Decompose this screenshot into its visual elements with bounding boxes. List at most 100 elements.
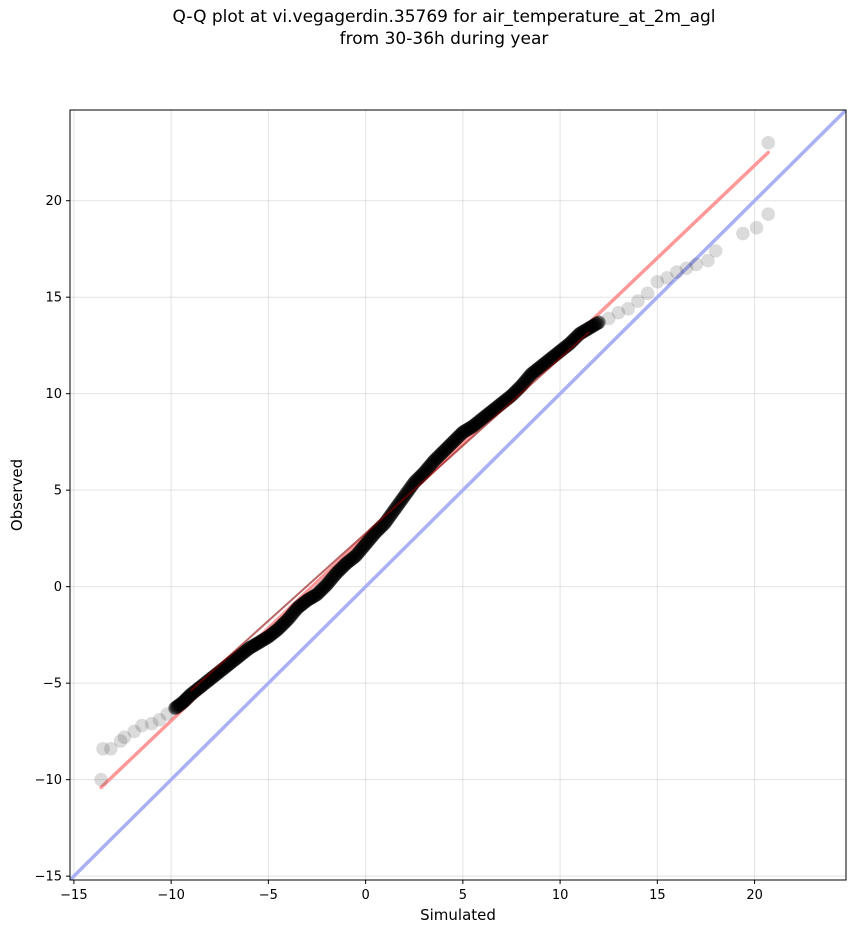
quantile-point	[396, 490, 411, 505]
quantile-point	[271, 622, 285, 636]
quantile-point	[228, 652, 243, 666]
quantile-point	[415, 467, 430, 481]
quantile-point	[305, 590, 319, 605]
quantile-point	[584, 319, 599, 334]
quantile-point	[453, 427, 468, 442]
quantile-point	[528, 363, 543, 378]
quantile-point	[176, 695, 190, 710]
quantile-point	[587, 318, 601, 332]
quantile-point	[343, 553, 357, 568]
quantile-point	[168, 701, 182, 716]
quantile-point	[180, 690, 195, 705]
quantile-point	[701, 253, 715, 268]
quantile-point	[239, 643, 254, 658]
quantile-point	[312, 585, 327, 599]
x-tick-label: −15	[60, 888, 87, 903]
quantile-point	[281, 612, 295, 627]
quantile-point	[325, 570, 340, 585]
quantile-point	[520, 371, 535, 386]
quantile-point	[761, 136, 776, 150]
quantile-point	[236, 646, 250, 661]
y-tick-label: −15	[35, 870, 62, 885]
quantile-point	[313, 583, 328, 598]
fit-overlay	[189, 331, 590, 692]
axis-ticks: −15 −10 −5 0 5 10 15 20 −15 −10 −5 0 5 10 15 20	[35, 194, 763, 903]
y-tick-label: 10	[45, 387, 62, 402]
quantile-point	[360, 535, 374, 550]
quantile-point	[233, 648, 248, 662]
quantile-point	[588, 317, 603, 332]
quantile-point	[251, 635, 266, 650]
quantile-point	[135, 718, 149, 733]
quantile-point	[679, 261, 694, 276]
identity-line	[70, 110, 846, 880]
quantile-point	[346, 550, 361, 565]
quantile-point	[221, 658, 236, 672]
quantile-point	[250, 636, 265, 651]
quantile-point	[589, 316, 604, 331]
quantile-point	[255, 633, 270, 648]
quantile-point	[463, 421, 477, 435]
quantile-point	[321, 576, 335, 591]
quantile-point	[226, 654, 240, 668]
quantile-point	[357, 538, 372, 553]
quantile-point	[186, 686, 200, 700]
quantile-point	[384, 507, 398, 522]
quantile-point	[296, 596, 311, 610]
quantile-point	[273, 619, 288, 634]
quantile-point	[144, 716, 159, 731]
quantile-point	[443, 437, 458, 452]
title-line-1: Q-Q plot at vi.vegagerdin.35769 for air_…	[172, 7, 716, 27]
quantile-point	[481, 407, 496, 421]
quantile-point	[364, 530, 379, 544]
quantile-point	[231, 650, 245, 664]
quantile-point	[330, 565, 345, 579]
quantile-point	[398, 487, 413, 502]
quantile-point	[187, 685, 202, 699]
quantile-point	[327, 569, 341, 583]
x-tick-label: −5	[259, 888, 278, 903]
quantile-point	[285, 606, 300, 621]
quantile-point	[175, 696, 189, 710]
quantile-point	[160, 707, 175, 721]
quantile-point	[522, 369, 537, 383]
quantile-point	[736, 226, 750, 241]
quantile-point	[370, 523, 385, 538]
quantile-point	[442, 438, 457, 453]
quantile-point	[333, 562, 347, 577]
quantile-point	[288, 603, 302, 618]
quantile-point	[188, 684, 203, 698]
quantile-point	[244, 640, 259, 654]
quantile-point	[237, 645, 251, 660]
quantile-point	[457, 424, 471, 439]
quantile-point	[590, 316, 605, 330]
quantile-point	[535, 358, 549, 373]
quantile-point	[304, 591, 318, 605]
quantile-point	[487, 402, 502, 416]
quantile-point	[177, 693, 192, 708]
quantile-point	[193, 680, 208, 694]
quantile-point	[689, 257, 704, 272]
quantile-point	[96, 741, 110, 756]
quantile-point	[525, 366, 539, 381]
quantile-point	[419, 463, 434, 477]
quantile-point	[482, 406, 497, 420]
quantile-point	[222, 657, 237, 671]
quantile-point	[429, 452, 443, 466]
chart-title: Q-Q plot at vi.vegagerdin.35769 for air_…	[0, 6, 854, 50]
y-tick-label: 20	[45, 194, 62, 209]
x-tick-label: 5	[459, 888, 467, 903]
quantile-point	[289, 602, 304, 617]
quantile-point	[318, 579, 333, 593]
quantile-point	[431, 449, 446, 464]
quantile-point	[265, 627, 279, 641]
quantile-point	[363, 531, 378, 546]
quantile-point	[339, 556, 353, 571]
quantile-point	[402, 482, 417, 497]
quantile-point	[178, 692, 193, 707]
quantile-point	[386, 504, 401, 518]
quantile-point	[485, 404, 499, 418]
quantile-point	[465, 419, 480, 434]
quantile-point	[261, 630, 276, 644]
quantile-point	[469, 416, 484, 431]
